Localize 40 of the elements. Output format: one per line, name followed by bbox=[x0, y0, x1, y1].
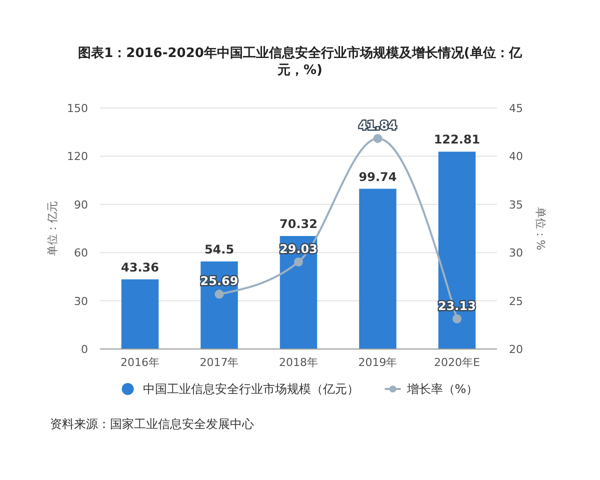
y-tick-label: 30 bbox=[74, 294, 88, 308]
bar bbox=[359, 188, 396, 349]
legend-label: 中国工业信息安全行业市场规模（亿元） bbox=[142, 382, 359, 396]
chart-title: 图表1：2016-2020年中国工业信息安全行业市场规模及增长情况(单位：亿元，%) bbox=[78, 45, 523, 78]
y2-tick-label: 35 bbox=[509, 198, 523, 212]
y2-tick-label: 40 bbox=[509, 150, 523, 164]
y-tick-label: 60 bbox=[74, 246, 88, 260]
data-label: 122.81 bbox=[434, 132, 480, 147]
y-tick-label: 150 bbox=[67, 102, 88, 115]
data-label: 43.36 bbox=[121, 260, 159, 274]
legend-label: 增长率（%） bbox=[406, 382, 478, 396]
point bbox=[214, 290, 224, 299]
bar bbox=[438, 152, 476, 349]
point bbox=[373, 134, 382, 143]
bar bbox=[121, 279, 159, 349]
data-label: 29.03 bbox=[280, 242, 318, 256]
data-label: 25.69 bbox=[200, 274, 238, 288]
x-tick-label: 2018年 bbox=[279, 356, 318, 369]
y2-axis-title: 单位：% bbox=[534, 206, 547, 250]
y-tick-label: 90 bbox=[74, 198, 88, 212]
point bbox=[452, 314, 462, 324]
y2-tick-label: 45 bbox=[509, 102, 523, 115]
y2-tick-label: 25 bbox=[509, 294, 523, 308]
data-label: 41.84 bbox=[358, 118, 397, 132]
y2-tick-label: 30 bbox=[509, 246, 523, 260]
data-label: 99.74 bbox=[358, 170, 397, 184]
data-label: 54.5 bbox=[204, 242, 234, 256]
y2-tick-label: 20 bbox=[509, 343, 523, 356]
data-label: 70.32 bbox=[280, 217, 318, 232]
y-tick-label: 120 bbox=[67, 150, 88, 164]
x-tick-label: 2016年 bbox=[120, 356, 160, 369]
point bbox=[294, 257, 303, 266]
x-tick-label: 2017年 bbox=[200, 356, 239, 369]
x-tick-label: 2019年 bbox=[358, 356, 398, 369]
y-tick-label: 0 bbox=[81, 343, 88, 356]
bar bbox=[280, 236, 318, 349]
text: 资料来源：国家工业信息安全发展中心 bbox=[50, 417, 254, 431]
y-axis-title: 单位：亿元 bbox=[46, 201, 59, 256]
data-label: 23.13 bbox=[438, 298, 476, 313]
x-tick-label: 2020年E bbox=[434, 356, 480, 369]
